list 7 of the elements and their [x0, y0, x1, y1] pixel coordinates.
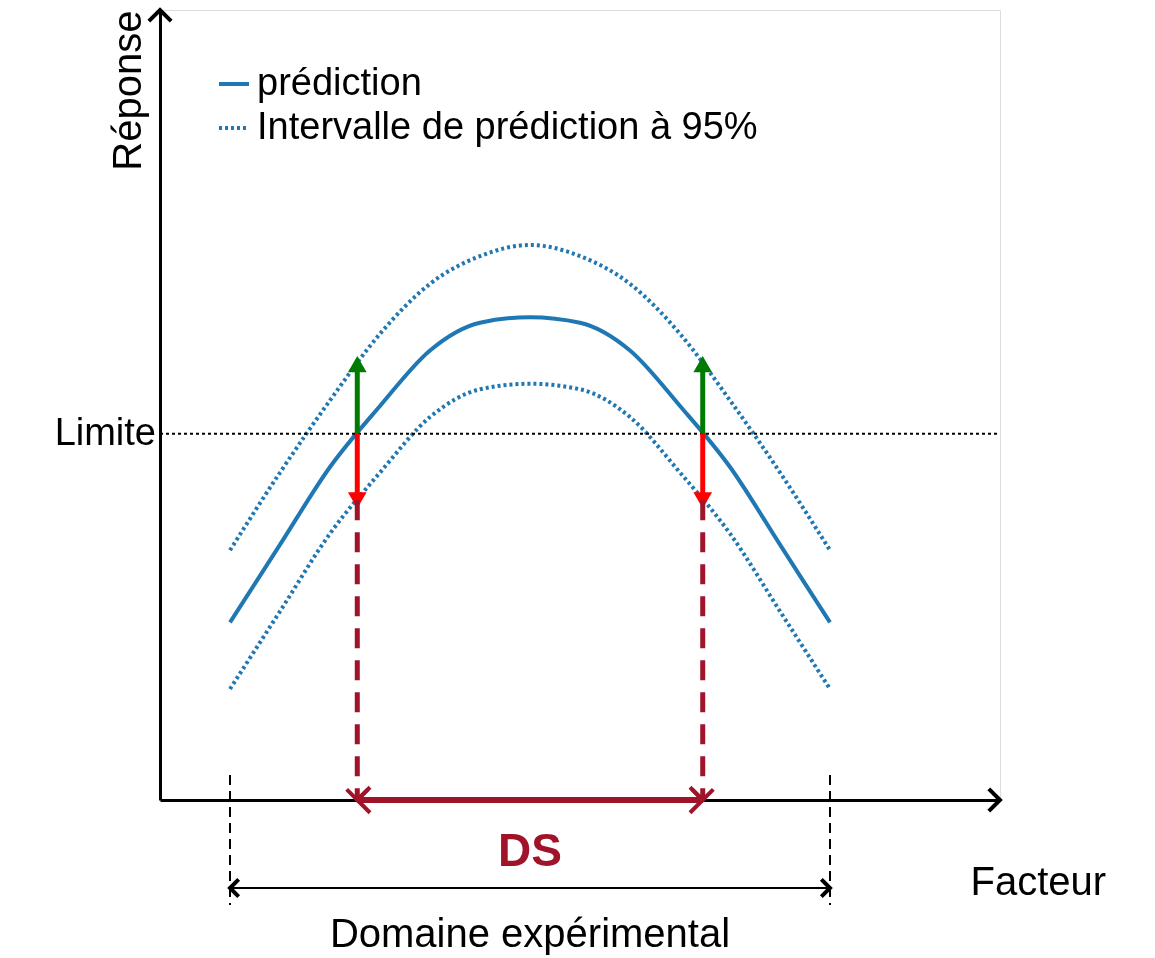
- legend-label: Intervalle de prédiction à 95%: [257, 105, 758, 147]
- x-axis-title: Facteur: [970, 858, 1107, 903]
- text: DS: [498, 824, 562, 876]
- ref-line-label: Limite: [54, 410, 156, 453]
- legend-label: prédiction: [257, 61, 422, 103]
- text: Domaine expérimental: [329, 911, 731, 955]
- y-axis-title: Réponse: [104, 10, 149, 171]
